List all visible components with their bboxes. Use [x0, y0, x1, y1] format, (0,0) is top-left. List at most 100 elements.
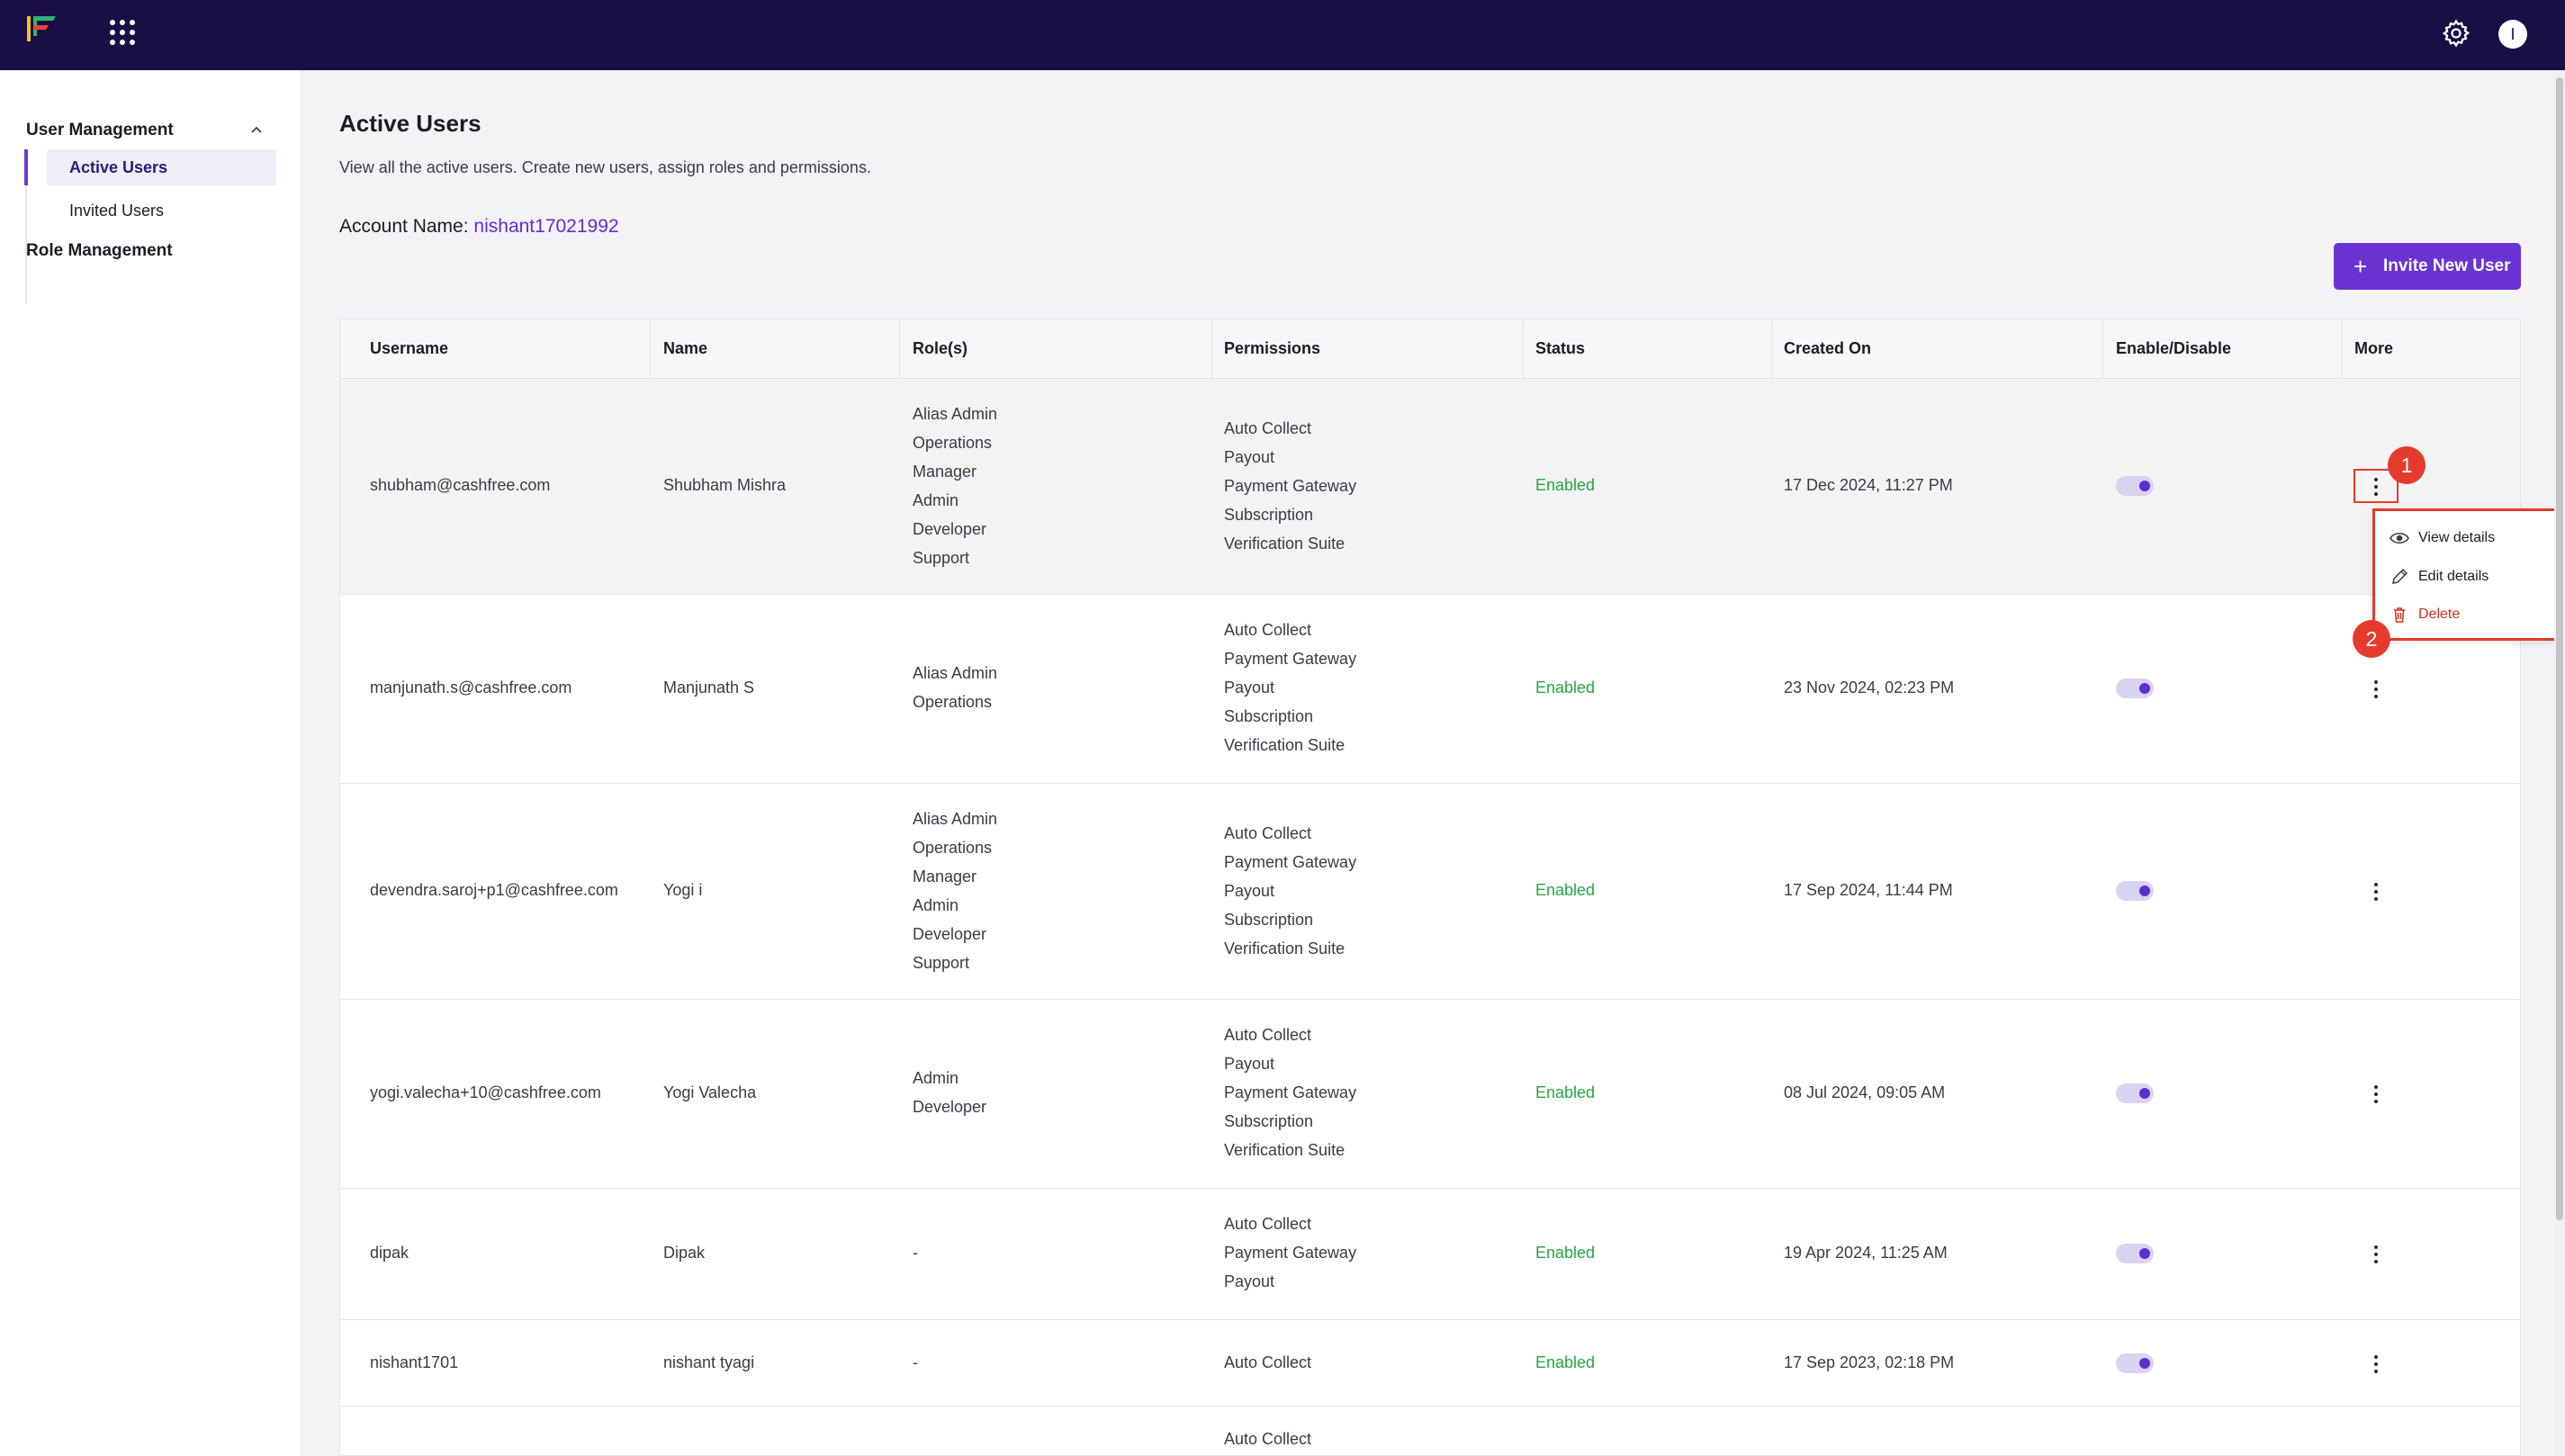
more-options-kebab-icon[interactable] [2354, 469, 2398, 503]
name-cell: nishant tyagi [663, 1353, 755, 1371]
table-row[interactable]: yogi.valecha+10@cashfree.com Yogi Valech… [340, 1000, 2520, 1189]
sidebar-item-invited-users[interactable]: Invited Users [47, 193, 276, 229]
permissions-cell: Auto Collect Payout Payment Gateway Subs… [1224, 414, 1356, 558]
invite-new-user-button[interactable]: + Invite New User [2334, 243, 2521, 290]
more-options-kebab-icon[interactable] [2362, 1347, 2390, 1380]
enable-toggle[interactable] [2116, 476, 2154, 496]
permissions-cell: Auto Collect Payment Gateway Payout [1224, 1209, 1356, 1296]
status-badge: Enabled [1535, 476, 1596, 494]
permission-item: Auto Collect [1224, 824, 1312, 842]
enable-toggle[interactable] [2116, 1353, 2154, 1373]
role-item: Operations [913, 693, 993, 711]
permission-item: Subscription [1224, 707, 1314, 725]
permission-item: Auto Collect [1224, 1215, 1312, 1233]
username-cell: manjunath.s@cashfree.com [370, 679, 572, 697]
role-item: Support [913, 549, 970, 567]
account-name-value[interactable]: nishant17021992 [473, 216, 619, 237]
more-options-kebab-icon[interactable] [2362, 1077, 2390, 1110]
cashfree-logo[interactable] [25, 13, 61, 45]
column-divider [650, 319, 651, 379]
created-on-cell: 23 Nov 2024, 02:23 PM [1784, 679, 1955, 697]
callout-badge-2: 2 [2353, 620, 2390, 658]
column-header-username: Username [370, 339, 449, 357]
user-avatar[interactable]: I [2498, 20, 2527, 49]
menu-item-label: Delete [2418, 607, 2461, 622]
row-actions-menu: View details Edit details Delete [2372, 508, 2563, 641]
role-item: - [913, 1244, 918, 1262]
permission-item: Verification Suite [1224, 736, 1346, 754]
scrollbar-thumb[interactable] [2556, 77, 2563, 1220]
more-options-kebab-icon[interactable] [2362, 1237, 2390, 1270]
permission-item: Verification Suite [1224, 939, 1346, 957]
role-item: Alias Admin [913, 405, 998, 423]
permissions-cell: Auto Collect Payout Payment Gateway Subs… [1224, 1020, 1356, 1164]
role-item: Manager [913, 463, 977, 481]
created-on-cell: 17 Sep 2024, 11:44 PM [1784, 881, 1953, 899]
permission-item: Payout [1224, 1272, 1275, 1290]
settings-gear-icon[interactable] [2441, 18, 2471, 49]
permission-item: Verification Suite [1224, 1141, 1346, 1159]
username-cell: yogi.valecha+10@cashfree.com [370, 1083, 601, 1101]
role-item: Support [913, 954, 970, 972]
enable-toggle[interactable] [2116, 1083, 2154, 1103]
name-cell: Yogi Valecha [663, 1083, 757, 1101]
top-navbar: I [0, 0, 2565, 70]
menu-item-view-details[interactable]: View details [2375, 522, 2560, 554]
column-divider [2102, 319, 2103, 379]
table-row[interactable]: devendra.saroj+p1@cashfree.com Yogi i Al… [340, 784, 2520, 1000]
column-divider [1771, 319, 1772, 379]
column-divider [2342, 319, 2343, 379]
column-header-more: More [2354, 339, 2394, 357]
page-scrollbar[interactable] [2554, 70, 2565, 1456]
menu-item-edit-details[interactable]: Edit details [2375, 561, 2560, 593]
trash-icon [2390, 606, 2409, 624]
enable-toggle[interactable] [2116, 881, 2154, 901]
permission-item: Payment Gateway [1224, 853, 1357, 871]
more-options-kebab-icon[interactable] [2362, 672, 2390, 705]
role-item: Alias Admin [913, 664, 998, 682]
column-header-status: Status [1535, 339, 1586, 357]
more-options-kebab-icon[interactable] [2362, 875, 2390, 907]
role-item: - [913, 1353, 918, 1371]
username-cell: devendra.saroj+p1@cashfree.com [370, 881, 618, 899]
sidebar-item-label: Invited Users [69, 202, 165, 220]
status-badge: Enabled [1535, 1244, 1596, 1262]
table-row[interactable]: manjunath.s@cashfree.com Manjunath S Ali… [340, 595, 2520, 784]
permission-item: Payment Gateway [1224, 650, 1357, 668]
sidebar: User Management Active Users Invited Use… [0, 70, 302, 1456]
menu-item-delete[interactable]: Delete [2375, 598, 2560, 631]
created-on-cell: 08 Jul 2024, 09:05 AM [1784, 1083, 1946, 1101]
table-row[interactable]: Auto Collect [340, 1407, 2520, 1455]
roles-cell: - [913, 1348, 918, 1377]
eye-icon [2390, 529, 2409, 547]
callout-badge-1: 1 [2388, 446, 2426, 484]
permission-item: Auto Collect [1224, 1430, 1312, 1448]
permission-item: Auto Collect [1224, 1353, 1312, 1371]
permission-item: Payout [1224, 882, 1275, 900]
status-badge: Enabled [1535, 679, 1596, 697]
account-name: Account Name: nishant17021992 [339, 216, 619, 238]
table-row[interactable]: nishant1701 nishant tyagi - Auto Collect… [340, 1320, 2520, 1407]
chevron-up-icon[interactable] [248, 122, 265, 139]
sidebar-item-role-management[interactable]: Role Management [26, 241, 173, 260]
app-grid-icon[interactable] [110, 20, 135, 45]
role-item: Admin [913, 896, 959, 914]
sidebar-item-label: Active Users [69, 158, 168, 176]
roles-cell: Alias Admin Operations Manager Admin Dev… [913, 804, 997, 977]
status-badge: Enabled [1535, 881, 1596, 899]
enable-toggle[interactable] [2116, 1244, 2154, 1263]
enable-toggle[interactable] [2116, 679, 2154, 698]
username-cell: nishant1701 [370, 1353, 459, 1371]
column-header-name: Name [663, 339, 708, 357]
user-management-section[interactable]: User Management [26, 112, 265, 148]
column-header-permissions: Permissions [1224, 339, 1321, 357]
permission-item: Subscription [1224, 1112, 1314, 1130]
table-row[interactable]: dipak Dipak - Auto Collect Payment Gatew… [340, 1189, 2520, 1320]
role-item: Developer [913, 520, 987, 538]
column-divider [1211, 319, 1212, 379]
page-subtitle: View all the active users. Create new us… [339, 158, 871, 176]
table-row[interactable]: shubham@cashfree.com Shubham Mishra Alia… [340, 379, 2520, 595]
created-on-cell: 17 Dec 2024, 11:27 PM [1784, 476, 1953, 494]
sidebar-item-active-users[interactable]: Active Users [47, 149, 276, 185]
invite-button-label: Invite New User [2383, 256, 2511, 275]
